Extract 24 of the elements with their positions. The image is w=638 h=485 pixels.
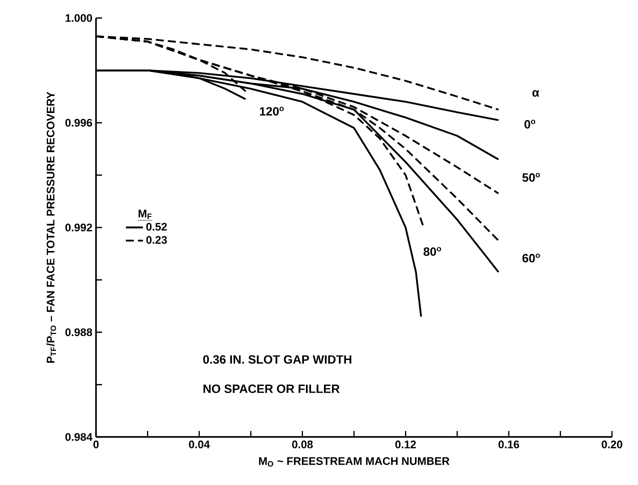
x-tick-label: 0.08 xyxy=(292,440,313,448)
annotation: 50$^{o}$ xyxy=(522,173,540,182)
y-tick-label: 0.992 xyxy=(65,224,92,232)
y-tick-label: 0.984 xyxy=(65,433,92,441)
x-tick-label: 0.04 xyxy=(188,440,210,448)
annotation: 0.36 IN. SLOT GAP WIDTH xyxy=(203,355,352,364)
y-tick-label: 0.996 xyxy=(65,118,92,127)
y-tick-label: 1.000 xyxy=(66,14,92,22)
legend-label: 0.23 xyxy=(146,236,167,244)
annotation: 80$^{o}$ xyxy=(424,247,442,256)
x-tick-label: 0.16 xyxy=(498,440,520,448)
x-tick-label: 0.12 xyxy=(395,440,416,448)
legend-title: M$_{F}$ xyxy=(138,210,152,219)
annotation: 60$^{o}$ xyxy=(522,254,540,262)
annotation: NO SPACER OR FILLER xyxy=(204,384,340,394)
y-axis-title: P$_{TF}$/P$_{TO}$ – FAN FACE TOTAL PRESSURE RECOVERY xyxy=(46,92,56,363)
x-tick-label: 0 xyxy=(93,440,99,448)
y-tick-label: 0.988 xyxy=(65,328,92,336)
legend-label: 0.52 xyxy=(146,222,167,231)
annotation: 120$^{o}$ xyxy=(260,106,284,116)
x-tick-label: 0.20 xyxy=(602,440,622,448)
annotation: α xyxy=(532,90,540,97)
annotation: 0$^{o}$ xyxy=(524,120,536,129)
x-axis-title: M$_{O}$ ~ FREESTREAM MACH NUMBER xyxy=(259,457,450,467)
